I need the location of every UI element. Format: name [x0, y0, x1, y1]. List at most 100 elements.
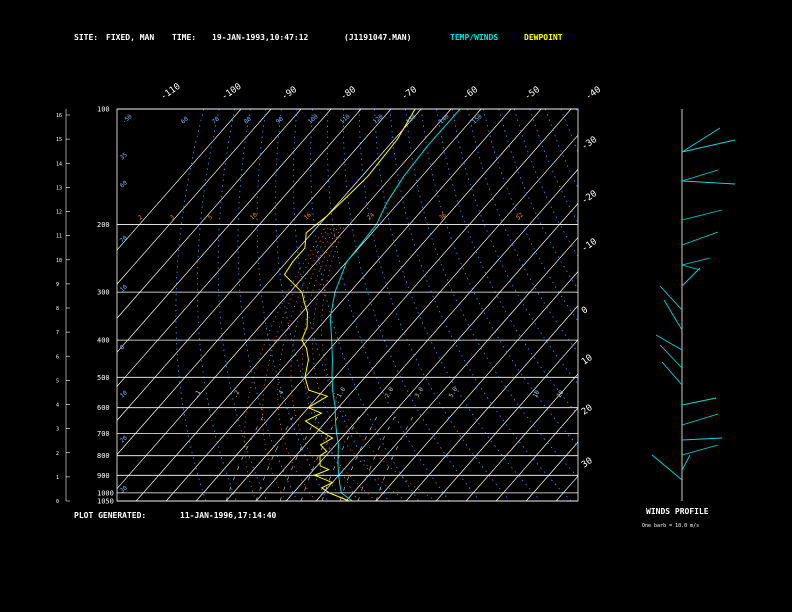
- right-temp-label: 0: [580, 305, 590, 316]
- pressure-tick-label: 100: [97, 106, 110, 114]
- height-tick-label: 5: [56, 378, 59, 384]
- height-tick-label: 14: [56, 161, 62, 167]
- isotherm-line: [255, 134, 578, 501]
- dry-adiabat: [405, 109, 578, 478]
- pressure-tick-label: 500: [97, 374, 110, 382]
- mixing-ratio-label: 1.0: [336, 386, 348, 399]
- isotherm-line: [117, 109, 302, 319]
- wind-barb: [681, 437, 723, 441]
- side-left-label: 10: [119, 389, 129, 399]
- site-value: FIXED, MAN: [106, 33, 155, 42]
- side-left-label: 20: [119, 434, 129, 444]
- height-tick-label: 11: [56, 234, 62, 240]
- mixing-ratio-line: [225, 410, 267, 501]
- legend-temp: TEMP/WINDS: [450, 33, 499, 42]
- mixing-ratio-label: 5.0: [448, 386, 460, 399]
- wind-barb: [681, 264, 701, 271]
- dry-adiabat: [467, 109, 578, 354]
- side-left-label: 35: [119, 151, 129, 161]
- wind-barb: [681, 231, 719, 246]
- isotherm-top-label: 110: [339, 113, 352, 126]
- mixing-ratio-label: 2.0: [384, 386, 396, 399]
- mixing-ratio-line: [357, 410, 399, 501]
- inner-mid-label: 3: [169, 214, 177, 222]
- isotherm-top-label: 70: [211, 115, 221, 125]
- wind-barb: [681, 209, 723, 221]
- dry-adiabat: [292, 109, 389, 501]
- right-temp-label: 20: [580, 403, 595, 417]
- pressure-tick-label: 200: [97, 221, 110, 229]
- isotherm-line: [375, 271, 578, 501]
- dry-adiabat: [326, 109, 450, 501]
- mixing-ratio-line: [300, 410, 342, 501]
- height-tick-label: 6: [56, 354, 59, 360]
- isotherm-line: [225, 109, 572, 501]
- height-tick-label: 10: [56, 258, 62, 264]
- isotherm-top-label: 140: [438, 113, 451, 126]
- top-temp-label: -40: [584, 85, 603, 103]
- dry-adiabat: [256, 109, 328, 501]
- legend-dewpoint: DEWPOINT: [524, 33, 563, 42]
- mixing-ratio-line: [255, 410, 297, 501]
- inner-mid-label: 10: [249, 211, 259, 221]
- generated-label: PLOT GENERATED:: [74, 511, 147, 520]
- top-temp-label: -110: [159, 82, 183, 103]
- isotherm-top-label: 80: [243, 115, 253, 125]
- time-label: TIME:: [172, 33, 197, 42]
- mixing-ratio-label: 10: [532, 389, 542, 399]
- dewpoint-line: [283, 109, 416, 501]
- dry-adiabat: [498, 109, 578, 290]
- dry-adiabat: [343, 109, 481, 501]
- pressure-tick-label: 700: [97, 430, 110, 438]
- isotherm-line: [117, 109, 452, 490]
- right-temp-label: -10: [580, 237, 599, 255]
- wind-barb: [681, 444, 719, 456]
- inner-mid-label: 16: [303, 211, 313, 221]
- mixing-ratio-line: [375, 410, 417, 501]
- side-left-label: 10: [119, 283, 129, 293]
- isotherm-line: [555, 475, 578, 501]
- height-tick-label: 16: [56, 113, 62, 119]
- moist-adiabat: [312, 224, 407, 501]
- dry-adiabat: [544, 109, 578, 189]
- right-temp-label: -20: [580, 189, 599, 207]
- wind-barb: [681, 257, 711, 266]
- dry-adiabat: [196, 109, 237, 501]
- wind-barb: [681, 180, 736, 185]
- wind-barb: [661, 361, 683, 386]
- time-value: 19-JAN-1993,10:47:12: [212, 33, 309, 42]
- side-left-label: 30: [119, 484, 129, 494]
- wind-barb: [651, 454, 683, 481]
- isotherm-line: [117, 109, 242, 251]
- height-tick-label: 3: [56, 427, 59, 433]
- mixing-ratio-line: [279, 410, 321, 501]
- mixing-ratio-label: 3.0: [414, 386, 426, 399]
- isotherm-line: [495, 407, 578, 501]
- height-tick-label: 0: [56, 499, 59, 505]
- right-temp-label: 30: [580, 456, 595, 470]
- right-temp-label: -30: [580, 135, 599, 153]
- isotherm-line: [435, 339, 578, 501]
- mixing-ratio-line: [321, 410, 363, 501]
- isotherm-line: [117, 109, 362, 387]
- isotherm-line: [117, 109, 392, 421]
- inner-mid-label: 2: [137, 214, 145, 222]
- pressure-tick-label: 1050: [97, 498, 114, 506]
- wind-barb: [681, 267, 701, 287]
- wind-barb: [681, 169, 719, 182]
- wind-barb: [681, 397, 717, 406]
- inner-mid-label: 5: [207, 214, 215, 222]
- dry-adiabat: [513, 109, 578, 258]
- dry-adiabat: [560, 109, 578, 153]
- mixing-ratio-label: 20: [556, 389, 566, 399]
- mixing-ratio-label: .1: [193, 389, 203, 399]
- isotherm-line: [117, 109, 332, 353]
- wind-barb: [659, 285, 683, 311]
- mixing-ratio-label: .2: [232, 389, 242, 399]
- isotherm-top-label: 90: [275, 115, 285, 125]
- pressure-tick-label: 800: [97, 452, 110, 460]
- right-temp-label: 10: [580, 353, 595, 367]
- height-tick-label: 9: [56, 282, 59, 288]
- side-left-label: 60: [119, 179, 129, 189]
